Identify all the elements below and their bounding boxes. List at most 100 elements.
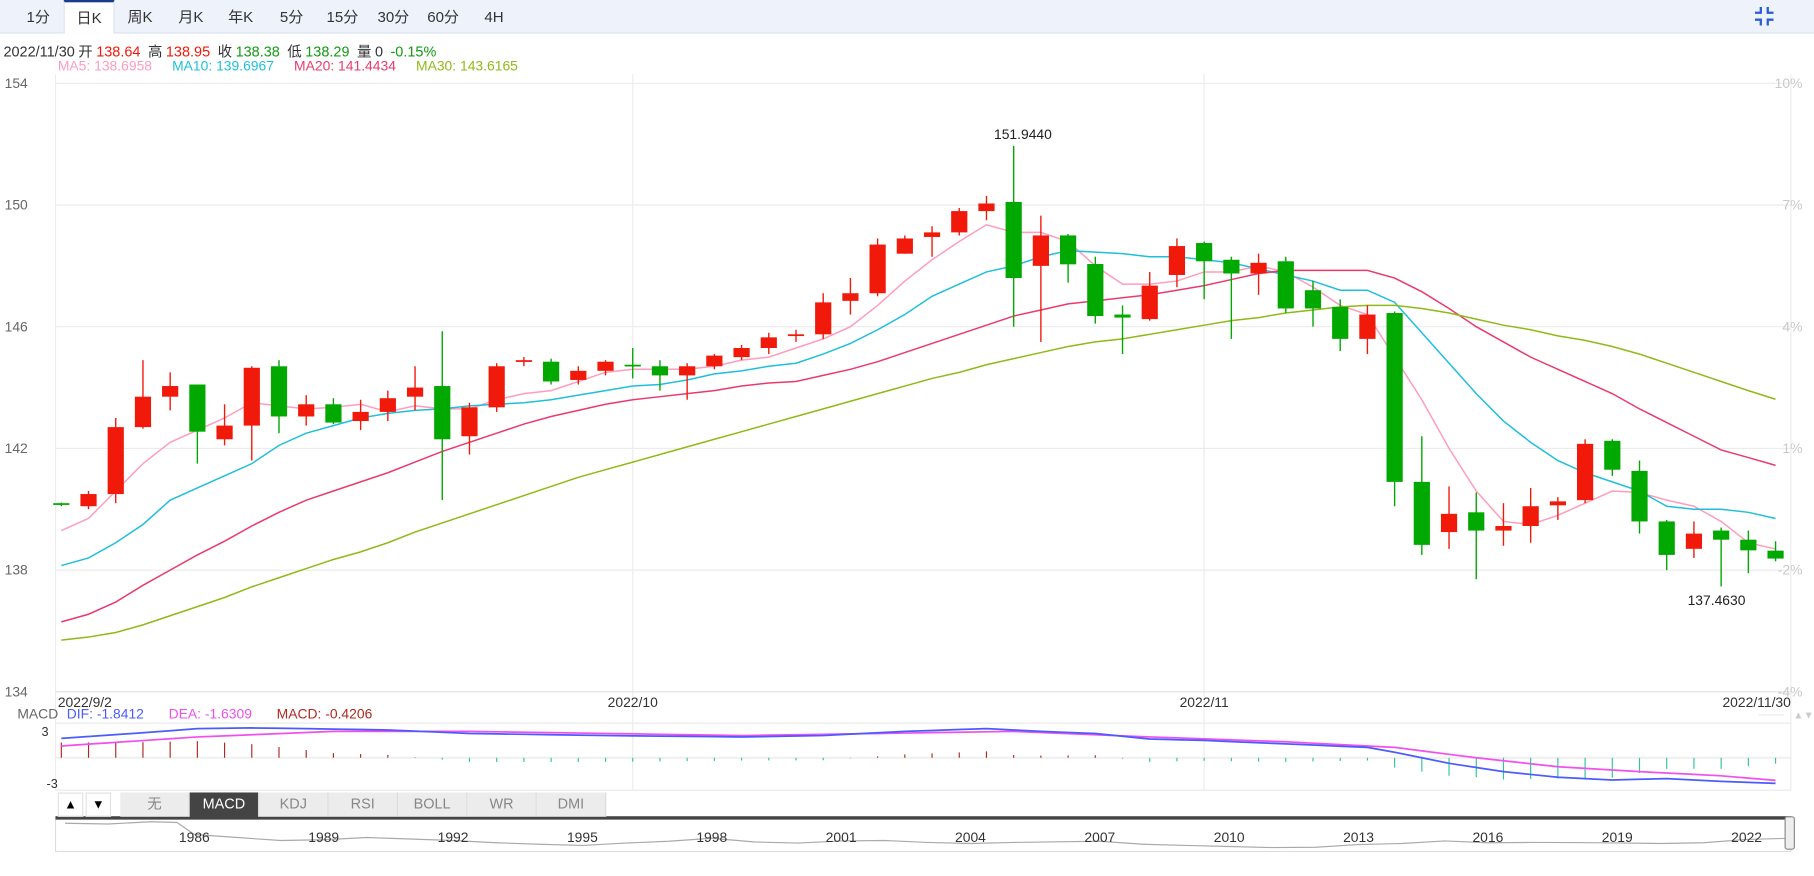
indicator-tab-none[interactable]: 无 [120,792,190,817]
indicator-down-button[interactable]: ▼ [85,792,112,817]
y-axis-pct-label: 4% [1782,318,1802,334]
tab-15min[interactable]: 15分 [326,8,359,26]
tab-monthly[interactable]: 月K [178,8,204,26]
y-axis-pct-label: 10% [1775,75,1803,91]
navigator-year-label: 2022 [1731,829,1762,845]
change-percent: -0.15% [390,43,437,61]
dea-line [61,730,1776,782]
y-axis-pct-label: -2% [1778,562,1803,578]
candle-up [1549,501,1566,506]
candle-down [189,384,206,432]
candle-down [1196,243,1213,262]
candle-down [1631,470,1648,522]
indicator-tab-kdj[interactable]: KDJ [259,792,329,817]
candle-down [434,386,451,440]
candle-up [379,398,396,412]
exit-fullscreen-icon[interactable] [1754,6,1775,27]
y-axis-label: 154 [5,75,28,91]
candle-up [461,407,478,437]
y-axis-label: 138 [5,562,28,578]
tab-daily[interactable]: 日K [63,0,115,34]
candle-down [1413,481,1430,545]
candle-down [1386,313,1403,482]
navigator-handle[interactable] [1784,816,1795,850]
dea-legend: DEA: -1.6309 [168,705,252,722]
navigator-year-label: 1992 [438,829,469,845]
navigator-year-label: 1989 [308,829,339,845]
candle-up [134,396,152,428]
candle-up [298,404,315,417]
candle-down [1740,539,1757,551]
ma20-legend: MA20: 141.4434 [294,57,396,75]
macd-axis-label: 3 [42,724,49,739]
ma10-legend: MA10: 139.6967 [172,57,274,75]
info-date: 2022/11/30 [3,43,75,61]
candle-down [1332,306,1349,339]
candle-down [651,366,669,376]
ma30-legend: MA30: 143.6165 [416,57,518,75]
indicator-tab-dmi[interactable]: DMI [536,792,607,817]
high-value: 138.95 [165,43,211,61]
candle-down [1087,264,1104,317]
extreme-price-label: 151.9440 [994,126,1052,142]
candle-up [352,411,369,422]
tab-weekly[interactable]: 周K [127,8,153,26]
tab-60min[interactable]: 60分 [427,8,459,26]
candle-up [706,355,723,367]
macd-legend: MACD DIF: -1.8412 DEA: -1.6309 MACD: -0.… [17,706,393,722]
candle-up [1032,235,1049,266]
candle-up [1250,262,1267,274]
navigator-year-label: 1998 [696,829,727,845]
close-value: 138.38 [235,43,280,61]
y-axis-label: 134 [5,683,28,699]
tab-30min[interactable]: 30分 [377,8,410,26]
candle-down [1304,290,1322,309]
ma-legend: MA5: 138.6958 MA10: 139.6967 MA20: 141.4… [58,58,534,74]
navigator-year-label: 2001 [826,829,857,845]
candle-down [1604,440,1621,470]
candle-up [760,337,777,349]
volume-label: 量 [356,43,372,61]
candle-up [515,360,532,362]
x-axis-label: 2022/10 [608,694,658,710]
candle-up [597,361,614,371]
candle-up [1359,314,1376,339]
candle-up [570,370,587,380]
y-axis-pct-label: 7% [1782,197,1802,213]
candle-up [679,366,696,376]
indicator-tab-wr[interactable]: WR [467,792,537,817]
tab-1min[interactable]: 1分 [26,8,50,26]
candle-up [842,293,859,301]
macd-value-legend: MACD: -0.4206 [276,705,373,722]
candle-up [787,334,805,337]
candle-down [1468,512,1485,531]
candle-up [162,386,179,397]
candle-up [1576,443,1594,501]
indicator-up-button[interactable]: ▲ [57,792,84,817]
candle-down [1767,550,1784,559]
tab-4h[interactable]: 4H [484,8,504,26]
dif-line [61,727,1776,785]
candle-down [1059,235,1077,265]
tab-yearly[interactable]: 年K [228,8,254,26]
candle-up [1495,526,1512,531]
navigator-year-label: 2016 [1472,829,1503,845]
candle-up [1168,246,1186,275]
indicator-tab-boll[interactable]: BOLL [397,792,468,817]
candle-down [624,364,641,367]
candle-up [951,211,968,233]
candle-down [1114,314,1131,318]
ma5-line [61,223,1776,550]
navigator-year-label: 2004 [955,829,986,845]
indicator-tab-rsi[interactable]: RSI [328,792,398,817]
ma30-line [61,304,1776,641]
candle-up [243,367,260,426]
tab-5min[interactable]: 5分 [279,8,304,26]
candle-up [107,427,124,495]
volume-value: 0 [374,43,383,61]
ohlc-info-line: 2022/11/30 开 138.64 高 138.95 收 138.38 低 138.2… [3,39,439,61]
navigator-year-label: 1995 [567,829,598,845]
macd-scroll-indicator: ┄┄┄┄ [1758,710,1783,721]
candle-up [488,366,505,408]
indicator-tab-macd[interactable]: MACD [189,792,260,817]
